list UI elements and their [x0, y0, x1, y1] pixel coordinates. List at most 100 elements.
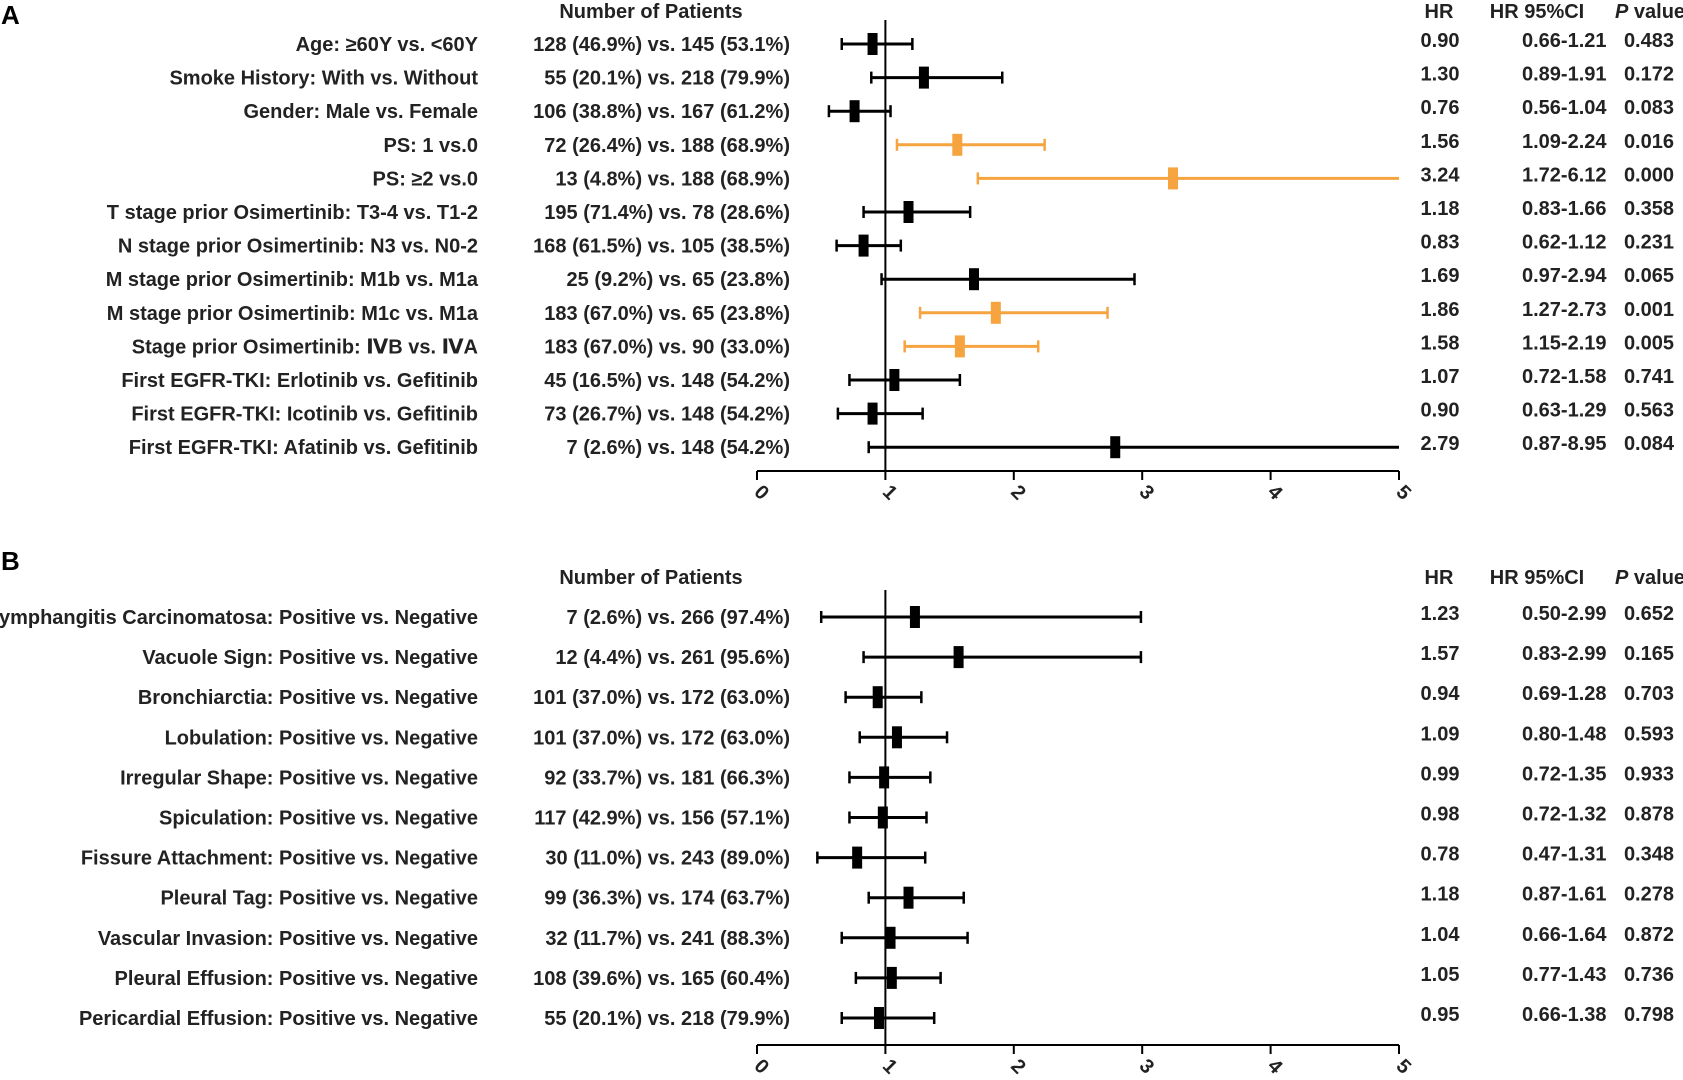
row-p-value: 0.083: [1624, 97, 1674, 119]
forest-row: Spiculation: Positive vs. Negative 117 (4…: [159, 804, 1674, 830]
row-hr: 0.83: [1421, 232, 1460, 254]
row-p-value: 0.703: [1624, 683, 1674, 705]
row-p-value: 0.172: [1624, 64, 1674, 86]
row-label: Pleural Effusion: Positive vs. Negative: [115, 968, 478, 990]
row-patients: 55 (20.1%) vs. 218 (79.9%): [544, 1008, 790, 1030]
forest-row: Lobulation: Positive vs. Negative 101 (37…: [165, 723, 1674, 749]
row-label: PS: ≥2 vs.0: [373, 168, 478, 190]
forest-row: Smoke History: With vs. Without 55 (20.1%…: [169, 64, 1674, 90]
row-p-value: 0.348: [1624, 844, 1674, 866]
row-ci: 1.09-2.24: [1522, 131, 1607, 153]
row-ci: 0.87-8.95: [1522, 433, 1607, 455]
row-patients: 101 (37.0%) vs. 172 (63.0%): [533, 727, 790, 749]
row-ci: 0.47-1.31: [1522, 844, 1607, 866]
row-patients: 183 (67.0%) vs. 90 (33.0%): [544, 336, 790, 358]
row-ci: 1.27-2.73: [1522, 299, 1607, 321]
row-label: Stage prior Osimertinib: ⅣB vs. ⅣA: [132, 336, 478, 358]
row-label: Lymphangitis Carcinomatosa: Positive vs.…: [0, 607, 478, 629]
row-p-value: 0.933: [1624, 763, 1674, 785]
row-hr: 1.18: [1421, 198, 1460, 220]
forest-row: Fissure Attachment: Positive vs. Negativ…: [81, 844, 1674, 870]
hr-point: [873, 1007, 884, 1029]
forest-row: T stage prior Osimertinib: T3-4 vs. T1-2…: [107, 198, 1674, 224]
row-hr: 1.09: [1421, 723, 1460, 745]
forest-row: First EGFR-TKI: Afatinib vs. Gefitinib 7 …: [129, 433, 1675, 459]
row-p-value: 0.001: [1624, 299, 1674, 321]
hr-point: [968, 268, 979, 291]
header-p-value: P value: [1615, 567, 1683, 589]
hr-point: [877, 806, 888, 829]
row-ci: 0.83-1.66: [1522, 198, 1607, 220]
row-ci: 0.97-2.94: [1522, 265, 1607, 287]
hr-point: [1110, 436, 1121, 459]
row-hr: 3.24: [1421, 164, 1461, 186]
row-patients: 106 (38.8%) vs. 167 (61.2%): [533, 101, 790, 123]
row-patients: 101 (37.0%) vs. 172 (63.0%): [533, 687, 790, 709]
header-number-of-patients: Number of Patients: [559, 567, 742, 589]
row-label: T stage prior Osimertinib: T3-4 vs. T1-2: [107, 202, 478, 224]
row-label: Pericardial Effusion: Positive vs. Negat…: [79, 1008, 478, 1030]
x-tick-label: 4: [1263, 481, 1287, 505]
panel-letter: B: [1, 546, 20, 576]
row-patients: 92 (33.7%) vs. 181 (66.3%): [544, 767, 790, 789]
row-label: Pleural Tag: Positive vs. Negative: [160, 888, 478, 910]
row-patients: 55 (20.1%) vs. 218 (79.9%): [544, 68, 790, 90]
x-tick-label: 1: [878, 1055, 901, 1078]
forest-row: Pleural Tag: Positive vs. Negative 99 (36…: [160, 884, 1674, 910]
row-ci: 0.87-1.61: [1522, 884, 1607, 906]
row-patients: 108 (39.6%) vs. 165 (60.4%): [533, 968, 790, 990]
row-ci: 0.72-1.32: [1522, 804, 1607, 826]
row-p-value: 0.878: [1624, 804, 1674, 826]
row-p-value: 0.872: [1624, 924, 1674, 946]
hr-point: [867, 33, 878, 55]
hr-point: [872, 686, 883, 709]
header-hr: HR: [1425, 567, 1454, 589]
row-label: Fissure Attachment: Positive vs. Negativ…: [81, 848, 478, 870]
row-ci: 1.15-2.19: [1522, 332, 1607, 354]
forest-panel-b: B Number of Patients HR HR 95%CI P value 0 1 2 3…: [0, 546, 1683, 1079]
row-ci: 0.66-1.21: [1522, 30, 1607, 52]
header-p-rest: value: [1628, 567, 1683, 589]
hr-point: [954, 335, 965, 358]
forest-row: Vascular Invasion: Positive vs. Negative…: [98, 924, 1674, 950]
row-p-value: 0.000: [1624, 164, 1674, 186]
row-hr: 1.23: [1421, 603, 1460, 625]
row-patients: 12 (4.4%) vs. 261 (95.6%): [555, 647, 790, 669]
x-tick-label: 4: [1263, 1055, 1287, 1079]
row-ci: 0.69-1.28: [1522, 683, 1607, 705]
row-label: Gender: Male vs. Female: [243, 101, 478, 123]
header-hr-95ci: HR 95%CI: [1490, 1, 1584, 23]
row-p-value: 0.483: [1624, 30, 1674, 52]
row-ci: 0.66-1.38: [1522, 1004, 1607, 1026]
row-ci: 0.63-1.29: [1522, 400, 1607, 422]
row-hr: 1.05: [1421, 964, 1460, 986]
row-patients: 128 (46.9%) vs. 145 (53.1%): [533, 34, 790, 56]
hr-point: [886, 966, 897, 989]
row-patients: 7 (2.6%) vs. 266 (97.4%): [567, 607, 790, 629]
forest-row: PS: 1 vs.0 72 (26.4%) vs. 188 (68.9%) 1.56…: [383, 131, 1674, 157]
forest-row: Gender: Male vs. Female 106 (38.8%) vs. 1…: [243, 97, 1674, 123]
row-patients: 30 (11.0%) vs. 243 (89.0%): [545, 848, 790, 870]
x-tick-label: 2: [1006, 481, 1029, 504]
row-p-value: 0.358: [1624, 198, 1674, 220]
row-hr: 1.30: [1421, 64, 1460, 86]
hr-point: [879, 766, 890, 789]
row-p-value: 0.084: [1624, 433, 1675, 455]
hr-point: [903, 886, 914, 909]
row-patients: 73 (26.7%) vs. 148 (54.2%): [544, 404, 790, 426]
header-p-rest: value: [1628, 1, 1683, 23]
row-hr: 0.99: [1421, 763, 1460, 785]
hr-point: [849, 100, 860, 123]
forest-row: M stage prior Osimertinib: M1b vs. M1a 25…: [106, 265, 1674, 291]
hr-point: [852, 846, 863, 869]
row-label: Bronchiarctia: Positive vs. Negative: [138, 687, 478, 709]
row-patients: 13 (4.8%) vs. 188 (68.9%): [555, 168, 790, 190]
row-patients: 45 (16.5%) vs. 148 (54.2%): [544, 370, 790, 392]
row-hr: 1.07: [1421, 366, 1460, 388]
row-label: Age: ≥60Y vs. <60Y: [296, 34, 479, 56]
row-hr: 1.04: [1421, 924, 1461, 946]
hr-point: [918, 66, 929, 89]
row-hr: 1.86: [1421, 299, 1460, 321]
row-label: Spiculation: Positive vs. Negative: [159, 808, 478, 830]
row-hr: 1.56: [1421, 131, 1460, 153]
